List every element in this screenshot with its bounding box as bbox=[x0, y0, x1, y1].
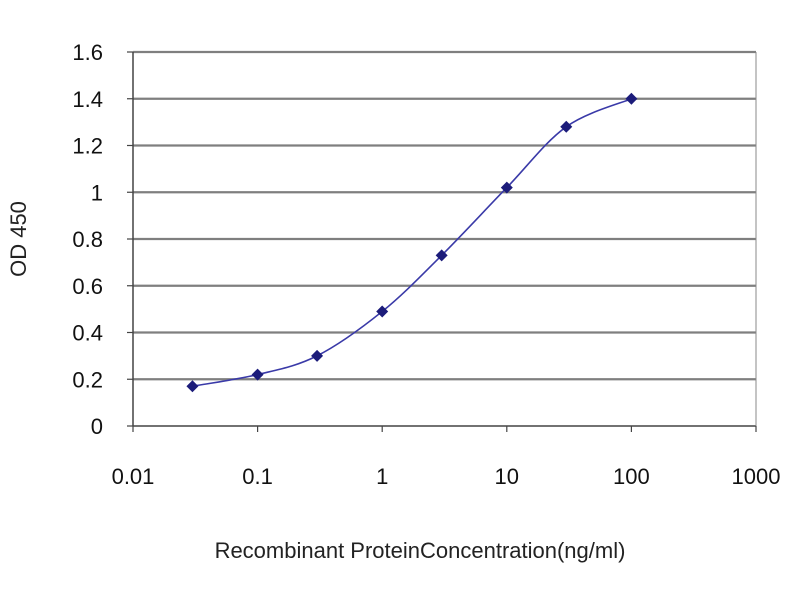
x-tick-label: 0.1 bbox=[242, 464, 273, 489]
series-line bbox=[192, 98, 632, 388]
x-tick-label: 0.01 bbox=[112, 464, 155, 489]
data-point bbox=[251, 368, 264, 381]
data-point bbox=[625, 92, 638, 105]
y-tick-label: 1.4 bbox=[72, 87, 103, 112]
data-point bbox=[500, 181, 513, 194]
y-tick-label: 0 bbox=[91, 414, 103, 439]
y-tick-label: 0.4 bbox=[72, 321, 103, 346]
x-tick-label: 100 bbox=[613, 464, 650, 489]
y-tick-label: 0.6 bbox=[72, 274, 103, 299]
data-point bbox=[186, 380, 199, 393]
y-tick-label: 1 bbox=[91, 180, 103, 205]
y-tick-label: 0.2 bbox=[72, 367, 103, 392]
data-point bbox=[560, 120, 573, 133]
x-tick-label: 1000 bbox=[732, 464, 781, 489]
x-axis-title: Recombinant ProteinConcentration(ng/ml) bbox=[215, 538, 626, 563]
data-point bbox=[435, 249, 448, 262]
x-tick-label: 10 bbox=[495, 464, 519, 489]
data-markers bbox=[186, 92, 638, 393]
data-point bbox=[311, 349, 324, 362]
y-tick-label: 1.2 bbox=[72, 134, 103, 159]
x-axis-ticks: 0.01 0.1 1 10 100 1000 bbox=[112, 426, 781, 489]
y-axis-title: OD 450 bbox=[6, 201, 31, 277]
data-point bbox=[376, 305, 389, 318]
x-tick-label: 1 bbox=[376, 464, 388, 489]
y-axis-ticks: 0 0.2 0.4 0.6 0.8 1 1.2 1.4 1.6 bbox=[72, 40, 133, 439]
y-tick-label: 1.6 bbox=[72, 40, 103, 65]
y-tick-label: 0.8 bbox=[72, 227, 103, 252]
